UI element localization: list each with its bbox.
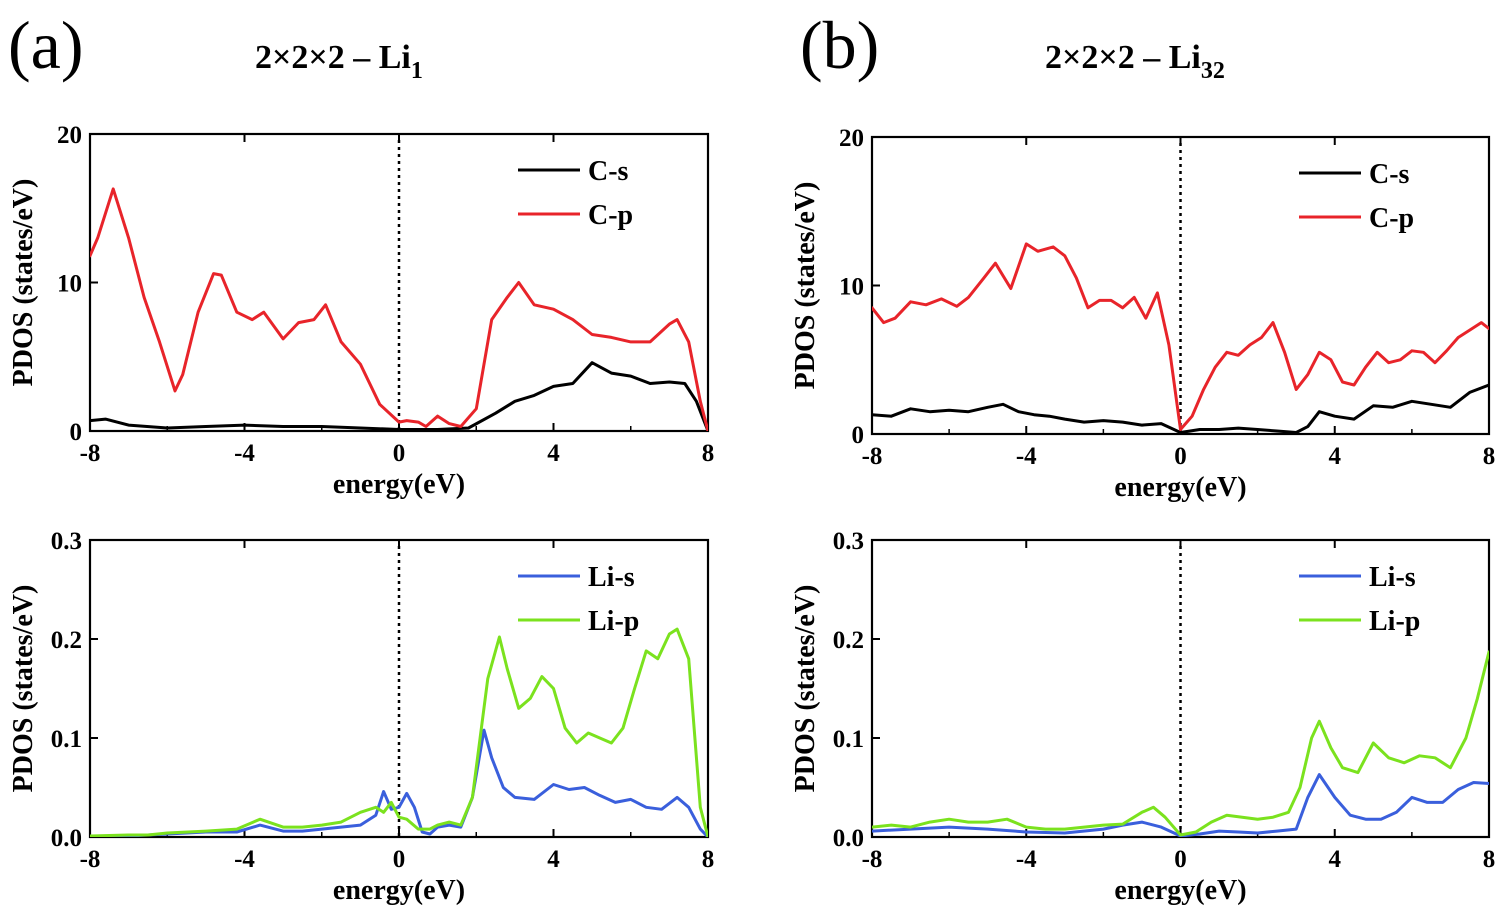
y-tick-label: 20 <box>839 125 864 152</box>
y-tick-label: 20 <box>57 122 82 149</box>
y-tick-label: 10 <box>839 274 864 301</box>
legend-label-c-p: C-p <box>1369 203 1414 234</box>
panel-title-b-main: 2×2×2 – Li <box>1045 39 1201 76</box>
x-axis-label: energy(eV) <box>333 875 465 906</box>
series-line-li-s <box>90 728 708 837</box>
panel-label-b: (b) <box>800 7 879 83</box>
legend-label-li-p: Li-p <box>588 606 639 637</box>
x-axis-label: energy(eV) <box>333 469 465 500</box>
panel-title-a: 2×2×2 – Li1 <box>255 39 423 84</box>
x-tick-label: -8 <box>862 846 883 873</box>
series-line-c-s <box>90 361 708 431</box>
y-tick-label: 0.1 <box>51 726 82 753</box>
series-line-li-p <box>90 627 708 837</box>
x-tick-label: -8 <box>80 440 101 467</box>
legend-label-li-p: Li-p <box>1369 606 1420 637</box>
y-axis-label: PDOS (states/eV) <box>790 585 821 793</box>
series-line-li-p <box>872 650 1489 837</box>
plot-a_bot: -8 -4 0 4 8 0.0 0.1 0.2 0.3 energy(eV) PDOS (state… <box>8 528 714 906</box>
x-tick-label: 4 <box>547 440 560 467</box>
x-tick-label: 4 <box>547 846 560 873</box>
x-tick-label: 4 <box>1329 443 1342 470</box>
x-tick-label: -8 <box>862 443 883 470</box>
y-tick-label: 0.2 <box>51 627 82 654</box>
panel-title-a-main: 2×2×2 – Li <box>255 39 411 76</box>
x-tick-label: -4 <box>1016 443 1037 470</box>
y-tick-label: 0.2 <box>833 627 864 654</box>
panel-title-a-sub: 1 <box>411 58 423 84</box>
x-tick-label: 8 <box>1483 443 1496 470</box>
x-tick-label: 0 <box>1174 846 1187 873</box>
legend-label-c-p: C-p <box>588 200 633 231</box>
y-tick-label: 0.3 <box>833 528 864 555</box>
x-tick-label: 8 <box>702 440 715 467</box>
plot-b_top: -8 -4 0 4 8 0 10 20 energy(eV) PDOS (states/eV) C-… <box>790 125 1495 503</box>
series-line-c-p <box>90 187 708 431</box>
y-tick-label: 0.0 <box>51 825 82 852</box>
y-tick-label: 0.1 <box>833 726 864 753</box>
y-tick-label: 0 <box>70 419 83 446</box>
panel-title-b-sub: 32 <box>1201 58 1225 84</box>
y-tick-label: 0 <box>852 422 865 449</box>
x-tick-label: -4 <box>234 440 255 467</box>
x-tick-label: -4 <box>234 846 255 873</box>
x-tick-label: -8 <box>80 846 101 873</box>
legend-label-li-s: Li-s <box>588 562 635 593</box>
x-tick-label: -4 <box>1016 846 1037 873</box>
legend-label-li-s: Li-s <box>1369 562 1416 593</box>
y-axis-label: PDOS (states/eV) <box>8 179 39 387</box>
x-axis-label: energy(eV) <box>1114 472 1246 503</box>
x-tick-label: 0 <box>1174 443 1187 470</box>
panel-title-b: 2×2×2 – Li32 <box>1045 39 1225 84</box>
panel-label-a: (a) <box>8 7 83 83</box>
legend-label-c-s: C-s <box>1369 159 1410 190</box>
series-line-c-p <box>872 242 1489 431</box>
plot-b_bot: -8 -4 0 4 8 0.0 0.1 0.2 0.3 energy(eV) PDOS (state… <box>790 528 1495 906</box>
x-tick-label: 0 <box>393 846 406 873</box>
x-tick-label: 0 <box>393 440 406 467</box>
x-tick-label: 8 <box>1483 846 1496 873</box>
y-axis-label: PDOS (states/eV) <box>790 182 821 390</box>
y-tick-label: 0.0 <box>833 825 864 852</box>
series-line-li-s <box>872 773 1489 837</box>
plot-a_top: -8 -4 0 4 8 0 10 20 energy(eV) PDOS (states/eV) C-… <box>8 122 714 500</box>
series-line-c-s <box>872 383 1489 434</box>
x-tick-label: 4 <box>1329 846 1342 873</box>
y-tick-label: 0.3 <box>51 528 82 555</box>
x-axis-label: energy(eV) <box>1114 875 1246 906</box>
x-tick-label: 8 <box>702 846 715 873</box>
y-tick-label: 10 <box>57 271 82 298</box>
legend-label-c-s: C-s <box>588 156 629 187</box>
y-axis-label: PDOS (states/eV) <box>8 585 39 793</box>
plots-group: -8 -4 0 4 8 0 10 20 energy(eV) PDOS (states/eV) C-… <box>8 122 1495 906</box>
